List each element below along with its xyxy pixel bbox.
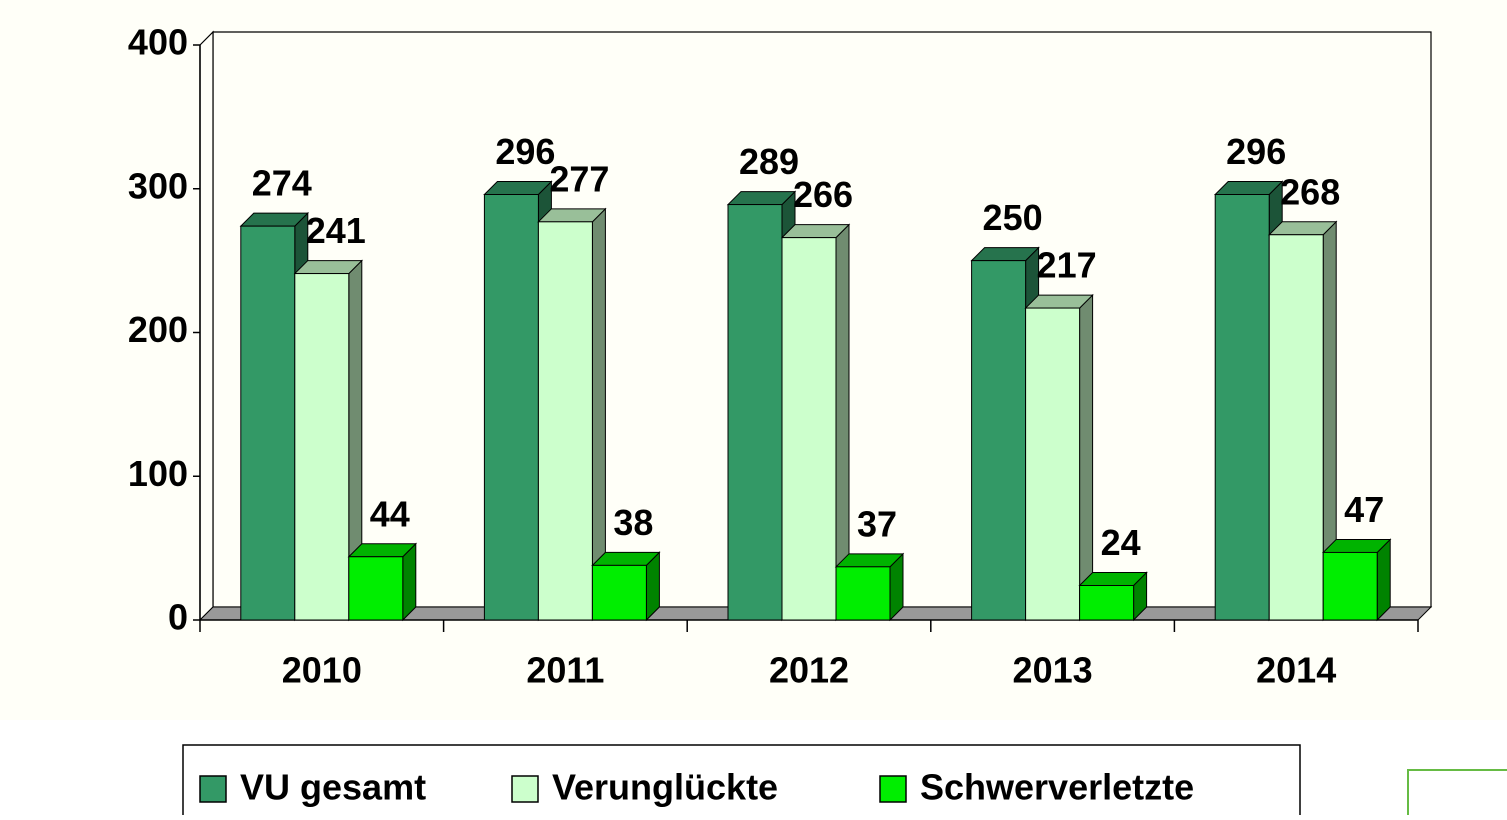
data-label: 266 — [793, 174, 853, 215]
bar-side — [1376, 538, 1391, 622]
data-label: 44 — [370, 493, 410, 534]
x-tick-label: 2013 — [1013, 650, 1093, 691]
x-tick-label: 2011 — [526, 650, 604, 691]
y-tick-label: 300 — [128, 165, 188, 206]
legend-label: VU gesamt — [240, 767, 426, 808]
bar — [1322, 551, 1378, 621]
bar — [727, 204, 783, 621]
bar — [240, 225, 296, 621]
data-label: 296 — [1226, 131, 1286, 172]
data-label: 37 — [857, 503, 897, 544]
y-tick-label: 0 — [168, 597, 188, 638]
data-label: 277 — [549, 158, 609, 199]
bar — [348, 556, 404, 621]
legend-swatch — [511, 775, 539, 803]
bar-side — [1079, 293, 1094, 622]
data-label: 274 — [252, 163, 312, 204]
y-tick-label: 200 — [128, 309, 188, 350]
data-label: 268 — [1280, 171, 1340, 212]
legend-box — [182, 744, 1301, 820]
bar — [1079, 585, 1135, 621]
legend-swatch — [199, 775, 227, 803]
bar — [1025, 307, 1081, 621]
bar — [781, 237, 837, 621]
side-wall — [199, 30, 214, 622]
legend-label: Schwerverletzte — [920, 767, 1194, 808]
data-label: 289 — [739, 141, 799, 182]
data-label: 47 — [1344, 489, 1384, 530]
data-label: 241 — [306, 210, 366, 251]
data-label: 38 — [613, 502, 653, 543]
decoration — [1407, 769, 1507, 820]
bar — [1268, 234, 1324, 621]
x-tick-label: 2010 — [282, 650, 362, 691]
y-tick-label: 400 — [128, 22, 188, 63]
legend-swatch — [879, 775, 907, 803]
data-label: 217 — [1037, 245, 1097, 286]
bar — [591, 564, 647, 621]
bar — [1214, 194, 1270, 621]
legend-label: Verunglückte — [552, 767, 778, 808]
bar — [971, 260, 1027, 621]
x-tick-label: 2012 — [769, 650, 849, 691]
y-tick-label: 100 — [128, 453, 188, 494]
data-label: 250 — [983, 197, 1043, 238]
bar — [483, 194, 539, 621]
bar — [835, 566, 891, 621]
bar — [294, 273, 350, 621]
data-label: 296 — [495, 131, 555, 172]
x-tick-label: 2014 — [1256, 650, 1336, 691]
data-label: 24 — [1101, 522, 1141, 563]
bar — [537, 221, 593, 621]
